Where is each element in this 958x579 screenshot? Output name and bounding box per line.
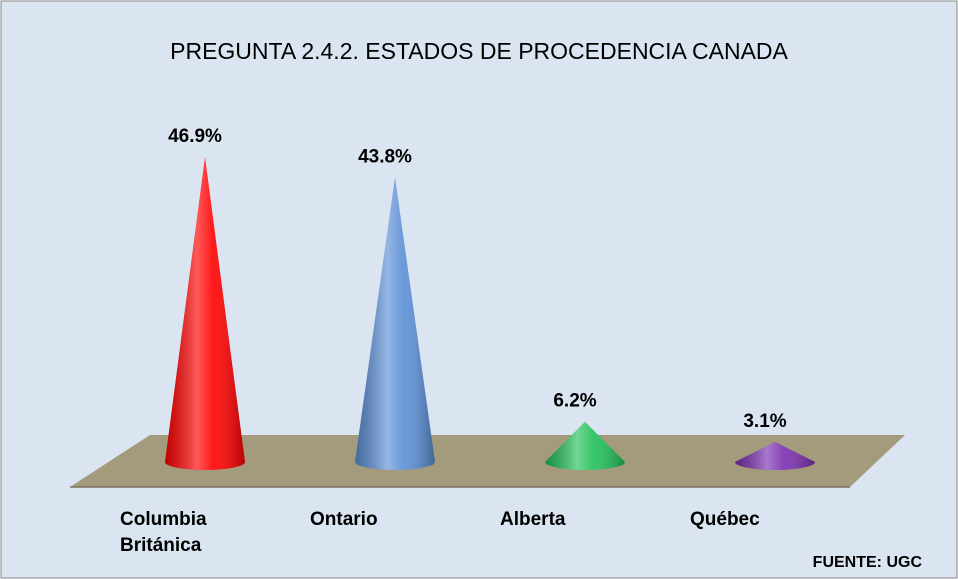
value-label: 43.8% [358, 146, 412, 167]
cone-shade [735, 441, 815, 470]
cone-shade [355, 177, 435, 471]
value-label: 46.9% [168, 126, 222, 147]
x-tick-label: Québec [690, 509, 760, 530]
value-label: 3.1% [743, 411, 786, 432]
x-tick-label: Alberta [500, 509, 566, 530]
cone-shade [165, 157, 245, 470]
chart-title: PREGUNTA 2.4.2. ESTADOS DE PROCEDENCIA C… [170, 38, 788, 64]
source: FUENTE: UGC [813, 554, 923, 571]
x-tick-label: Columbia Británica [120, 509, 207, 556]
value-label: 6.2% [553, 391, 596, 412]
cone-shade [545, 421, 625, 470]
floor [70, 435, 905, 487]
x-tick-label: Ontario [310, 509, 378, 530]
